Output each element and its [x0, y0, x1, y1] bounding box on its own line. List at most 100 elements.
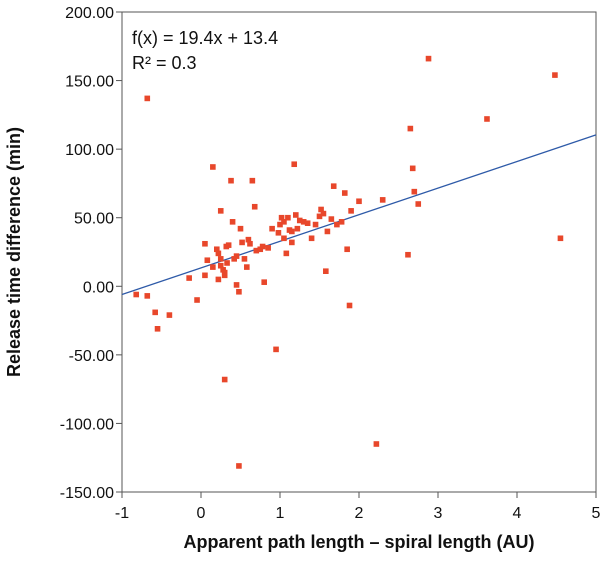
plot-area [121, 11, 597, 493]
data-point [348, 208, 354, 214]
data-point [224, 260, 230, 266]
data-point [215, 276, 222, 283]
data-points [133, 55, 564, 469]
data-point [265, 245, 271, 251]
data-point [296, 217, 303, 224]
data-point [244, 264, 250, 270]
data-point [304, 220, 311, 226]
x-tick-label: -1 [115, 505, 129, 522]
data-point [133, 291, 140, 298]
data-point [202, 240, 208, 247]
data-point [312, 221, 319, 228]
data-point [249, 177, 256, 184]
data-point [215, 250, 222, 257]
data-point [316, 213, 323, 220]
data-point [341, 190, 348, 196]
data-point [373, 441, 380, 447]
data-point [233, 282, 240, 288]
data-point [289, 239, 295, 246]
data-point [236, 288, 242, 295]
data-point [277, 221, 283, 228]
data-point [334, 221, 340, 228]
x-tick-label: 2 [355, 505, 364, 522]
data-point [405, 251, 411, 258]
x-tick-label: 4 [513, 505, 522, 522]
data-point [320, 210, 327, 217]
data-point [409, 165, 416, 172]
data-point [259, 243, 266, 250]
data-point [253, 247, 260, 254]
data-point [144, 95, 151, 102]
data-point [229, 219, 236, 225]
data-point [300, 219, 307, 225]
data-point [166, 312, 173, 318]
y-axis: -150.00 -100.00 -50.00 0.00 50.00 100.00 150.0… [60, 5, 122, 502]
data-point [237, 225, 244, 232]
data-point [217, 208, 224, 214]
data-point [291, 161, 298, 168]
y-tick-label: 200.00 [65, 5, 114, 22]
data-point [283, 250, 290, 257]
r-squared: R² = 0.3 [132, 53, 197, 73]
data-point [330, 183, 337, 189]
data-point [228, 177, 234, 184]
data-point [324, 228, 331, 235]
y-tick-label: -50.00 [69, 348, 114, 365]
data-point [221, 376, 228, 383]
data-point [425, 55, 432, 62]
y-tick-label: -150.00 [60, 485, 114, 502]
data-point [241, 256, 248, 262]
data-point [344, 246, 350, 253]
data-point [275, 230, 282, 236]
data-point [281, 219, 287, 225]
x-tick-label: 1 [276, 505, 285, 522]
data-point [318, 206, 324, 213]
data-point [144, 293, 151, 299]
trendline [121, 134, 597, 296]
data-point [557, 235, 564, 242]
data-point [484, 116, 490, 122]
data-point [379, 197, 386, 203]
data-point [204, 257, 211, 264]
data-point [217, 256, 224, 262]
data-point [186, 275, 192, 281]
data-point [233, 253, 240, 259]
data-point [293, 212, 299, 218]
data-point [152, 309, 158, 316]
y-tick-label: 50.00 [74, 211, 114, 228]
data-point [217, 262, 224, 269]
data-point [236, 463, 242, 469]
data-point [225, 242, 232, 248]
data-point [323, 268, 329, 274]
data-point [552, 72, 558, 78]
y-tick-label: 100.00 [65, 142, 114, 159]
data-point [202, 272, 208, 279]
x-tick-label: 3 [434, 505, 443, 522]
data-point [269, 225, 275, 232]
data-point [210, 264, 216, 270]
regression-equation: f(x) = 19.4x + 13.4 [132, 28, 278, 48]
data-point [346, 302, 353, 309]
data-point [294, 225, 301, 232]
data-point [261, 279, 267, 285]
data-point [214, 246, 220, 253]
y-tick-label: -100.00 [60, 416, 114, 433]
x-tick-label: 5 [592, 505, 600, 522]
data-point [154, 326, 161, 332]
data-point [285, 214, 291, 221]
data-point [411, 188, 418, 195]
y-axis-title: Release time difference (min) [4, 127, 24, 377]
data-point [308, 235, 315, 242]
data-point [251, 203, 258, 210]
data-point [407, 125, 414, 132]
data-point [194, 297, 200, 303]
data-point [338, 219, 345, 225]
data-point [278, 214, 285, 221]
data-point [273, 346, 279, 353]
x-axis-title: Apparent path length – spiral length (AU… [183, 532, 534, 552]
data-point [415, 201, 422, 207]
y-tick-label: 0.00 [83, 279, 114, 296]
y-tick-label: 150.00 [65, 74, 114, 91]
x-tick-label: 0 [197, 505, 206, 522]
